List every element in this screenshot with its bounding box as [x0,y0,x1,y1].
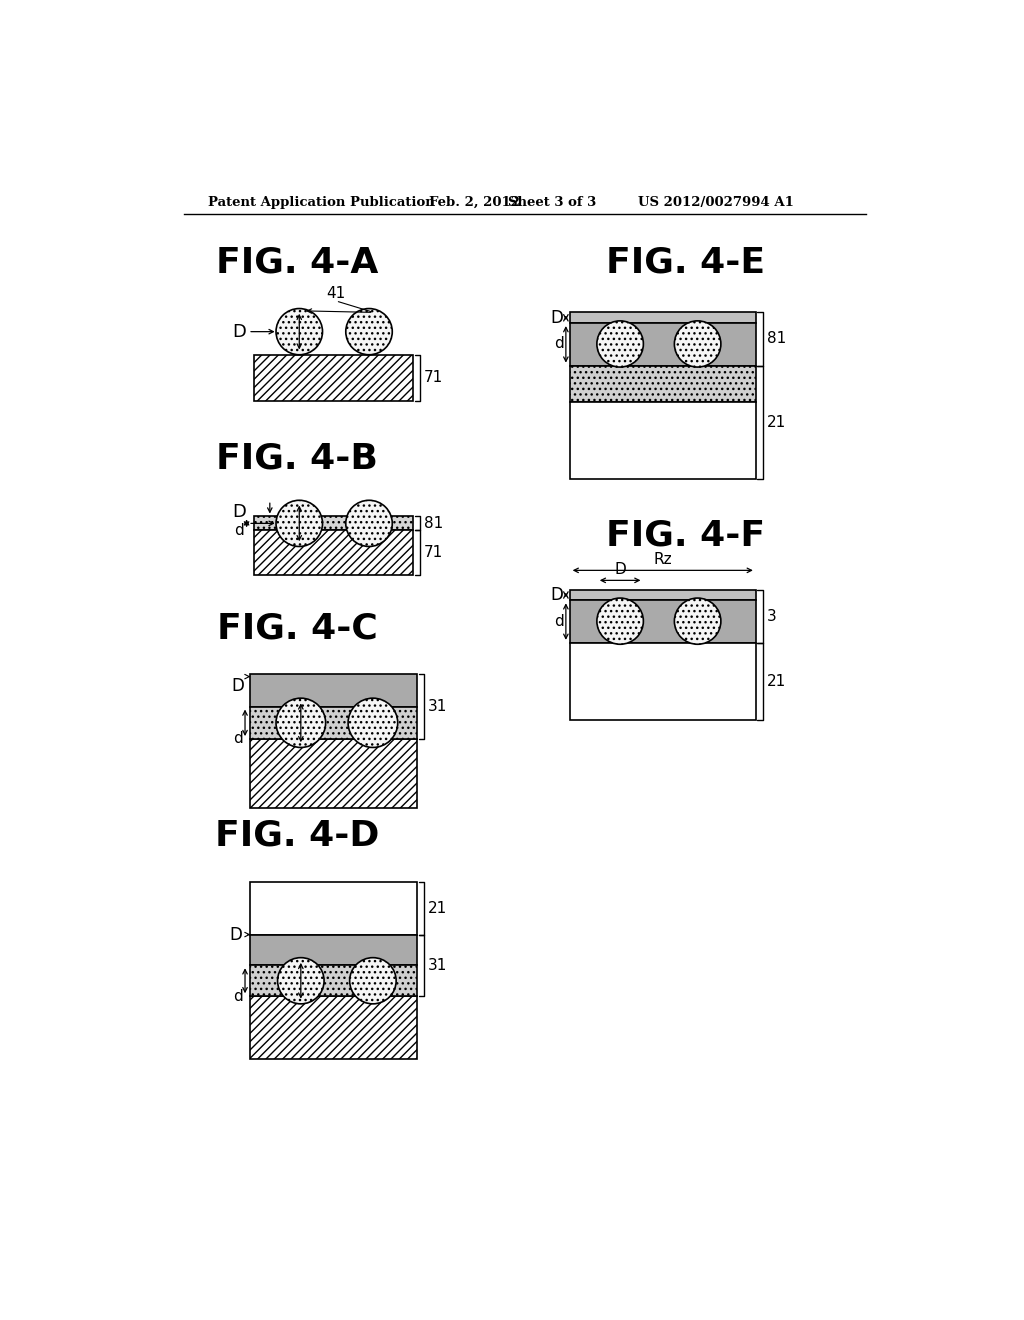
Text: Feb. 2, 2012: Feb. 2, 2012 [429,195,520,209]
Text: 81: 81 [424,516,443,531]
Text: FIG. 4-B: FIG. 4-B [216,442,378,475]
Text: US 2012/0027994 A1: US 2012/0027994 A1 [638,195,794,209]
Bar [251,965,417,997]
Text: 21: 21 [767,673,785,689]
Text: 21: 21 [767,414,785,430]
Text: D: D [551,309,563,327]
Text: Patent Application Publication: Patent Application Publication [208,195,434,209]
Text: 41: 41 [326,285,345,301]
Text: Rz: Rz [653,552,672,566]
Text: 21: 21 [428,900,447,916]
Circle shape [278,958,324,1005]
Text: FIG. 4-A: FIG. 4-A [216,246,378,280]
Text: FIG. 4-D: FIG. 4-D [215,818,379,853]
Bar [569,366,756,403]
Text: D: D [229,925,243,944]
Circle shape [675,321,721,367]
Bar [569,323,756,366]
Bar [251,675,417,706]
Text: d: d [554,614,563,628]
Text: d: d [554,337,563,351]
Bar [251,935,417,965]
Text: 3: 3 [767,609,776,623]
Bar [251,882,417,935]
Text: d: d [232,731,243,747]
Text: 71: 71 [424,545,443,560]
Text: 31: 31 [428,700,447,714]
Bar [254,531,414,576]
Text: FIG. 4-F: FIG. 4-F [606,519,766,553]
Text: D: D [231,322,246,341]
Text: d: d [234,523,245,537]
Text: d: d [232,989,243,1003]
Text: Sheet 3 of 3: Sheet 3 of 3 [508,195,596,209]
Text: 71: 71 [424,371,443,385]
Text: 81: 81 [767,331,785,346]
Circle shape [276,698,326,747]
Circle shape [597,598,643,644]
Bar [254,355,414,401]
Bar [569,403,756,479]
Circle shape [597,321,643,367]
Bar [251,739,417,808]
Circle shape [675,598,721,644]
Bar [569,601,756,643]
Circle shape [276,309,323,355]
Bar [251,706,417,739]
Bar [569,590,756,601]
Text: D: D [231,677,245,694]
Bar [251,997,417,1059]
Text: FIG. 4-C: FIG. 4-C [216,611,377,645]
Bar [569,313,756,323]
Circle shape [349,958,396,1005]
Bar [569,643,756,719]
Text: D: D [231,503,246,521]
Text: FIG. 4-E: FIG. 4-E [606,246,766,280]
Text: D: D [614,562,626,577]
Text: 31: 31 [428,958,447,973]
Circle shape [276,500,323,546]
Circle shape [348,698,397,747]
Circle shape [346,309,392,355]
Circle shape [346,500,392,546]
Bar [254,516,414,531]
Text: D: D [551,586,563,605]
